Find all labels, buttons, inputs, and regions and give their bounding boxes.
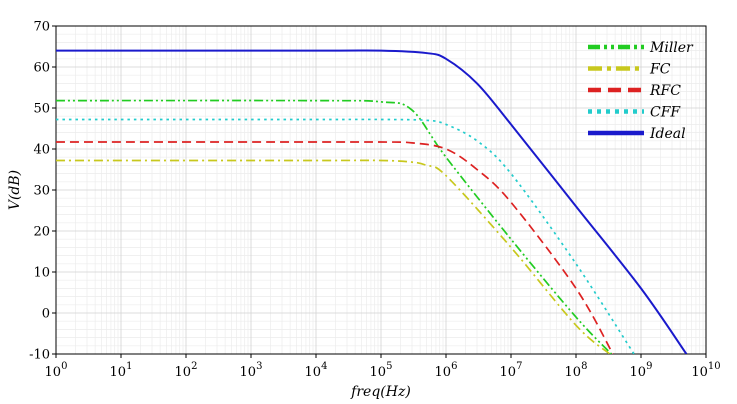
x-axis-ticks: 100 101 102 103 104 105 106 107 108 109 1010	[45, 354, 721, 380]
legend-label-fc: FC	[649, 62, 671, 78]
series-line-miller	[56, 99, 612, 354]
y-tick-label: 10	[33, 266, 50, 281]
x-tick-label: 1010	[691, 361, 720, 380]
series-line-ideal	[56, 49, 688, 354]
series-line-rfc	[56, 141, 614, 354]
y-tick-label: 60	[33, 61, 50, 76]
y-tick-label: 70	[33, 20, 50, 35]
series-layer	[56, 49, 688, 354]
x-tick-label: 106	[435, 361, 458, 380]
x-tick-label: 102	[175, 361, 198, 380]
y-tick-label: 50	[33, 102, 50, 117]
y-tick-label: -10	[29, 348, 50, 363]
series-line-fc	[56, 159, 611, 354]
x-tick-label: 105	[370, 361, 393, 380]
x-tick-label: 101	[110, 361, 133, 380]
y-tick-label: 30	[33, 184, 50, 199]
x-tick-label: 107	[500, 361, 523, 380]
x-tick-label: 108	[565, 361, 588, 380]
x-axis-label: freq(Hz)	[350, 384, 411, 400]
x-tick-label: 104	[305, 361, 328, 380]
x-tick-label: 103	[240, 361, 263, 380]
y-axis-label: V(dB)	[7, 170, 23, 210]
y-tick-label: 40	[33, 143, 50, 158]
x-tick-label: 100	[45, 361, 68, 380]
y-tick-label: 20	[33, 225, 50, 240]
legend-label-ideal: Ideal	[649, 126, 686, 142]
series-line-cff	[56, 118, 635, 354]
x-tick-label: 109	[630, 361, 653, 380]
legend-label-cff: CFF	[650, 105, 681, 121]
y-tick-label: 0	[42, 307, 50, 322]
legend: Miller FC RFC CFF Ideal	[588, 40, 694, 142]
y-axis-ticks: -10 0 10 20 30 40 50 60 70	[29, 20, 56, 363]
legend-label-rfc: RFC	[649, 83, 681, 99]
legend-label-miller: Miller	[649, 40, 694, 56]
